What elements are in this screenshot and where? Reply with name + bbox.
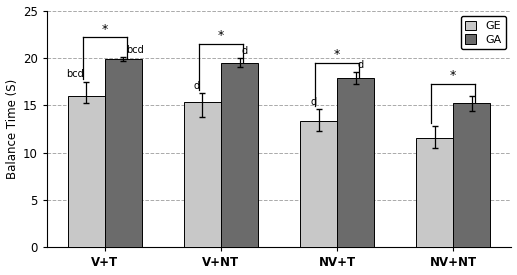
Bar xyxy=(184,103,221,248)
Text: d: d xyxy=(310,97,316,107)
Text: *: * xyxy=(450,69,457,82)
Bar xyxy=(337,78,374,248)
Text: bcd: bcd xyxy=(126,45,144,55)
Text: *: * xyxy=(334,48,340,61)
Bar xyxy=(221,63,258,248)
Bar xyxy=(105,59,142,248)
Text: bcd: bcd xyxy=(66,69,84,79)
Text: *: * xyxy=(218,29,224,42)
Y-axis label: Balance Time (S): Balance Time (S) xyxy=(6,79,19,179)
Text: *: * xyxy=(102,23,108,36)
Bar xyxy=(300,121,337,248)
Bar xyxy=(416,138,453,248)
Legend: GE, GA: GE, GA xyxy=(461,16,506,49)
Bar xyxy=(453,103,490,248)
Text: d: d xyxy=(358,60,364,70)
Text: d: d xyxy=(194,81,200,91)
Text: d: d xyxy=(242,46,248,56)
Bar xyxy=(68,96,105,248)
